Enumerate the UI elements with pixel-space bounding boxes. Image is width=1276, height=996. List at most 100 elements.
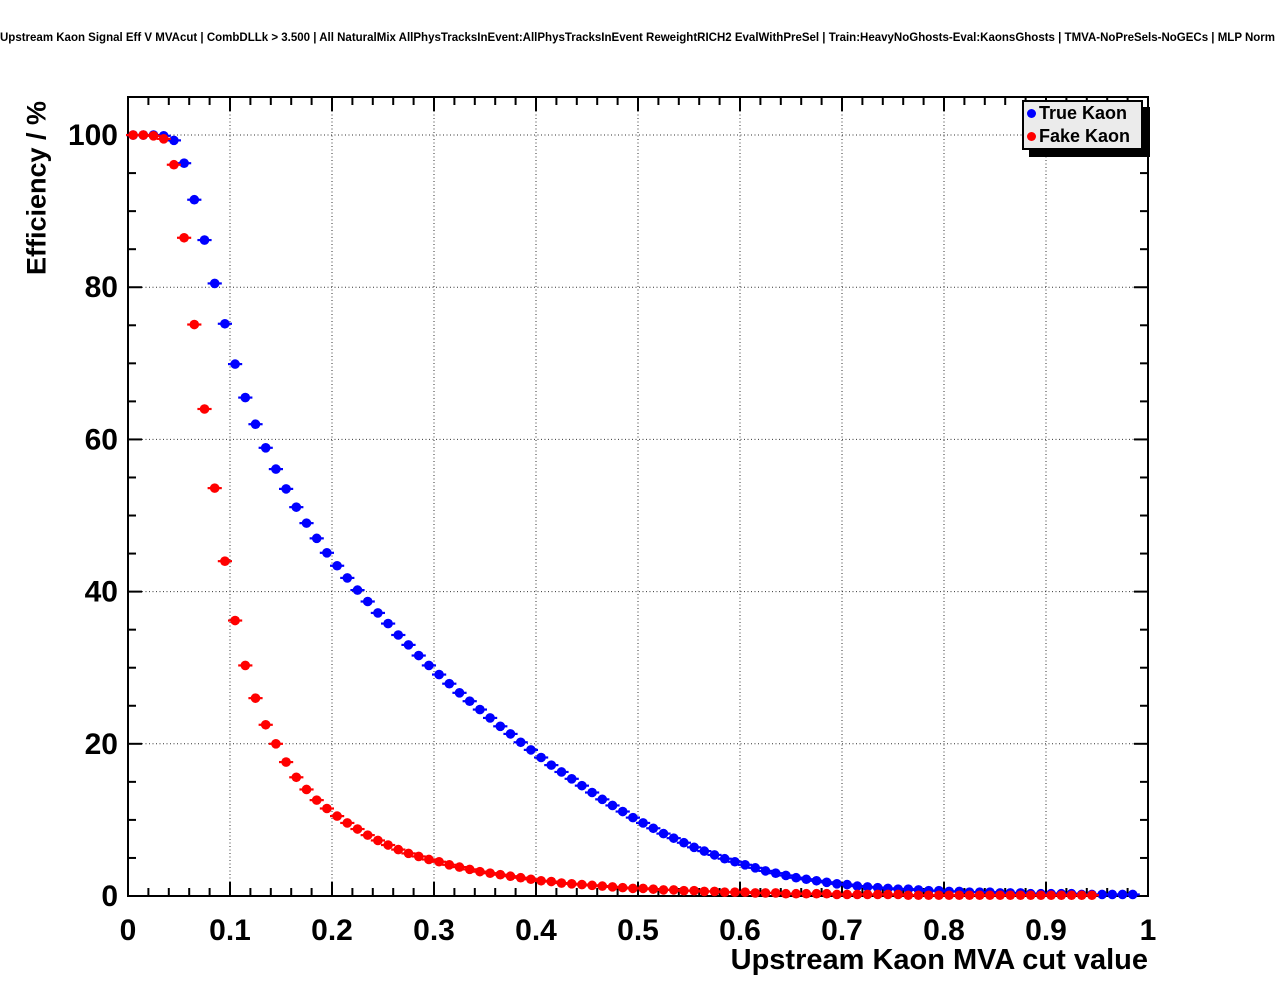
data-point-marker xyxy=(1005,890,1016,901)
data-point-marker xyxy=(719,853,730,864)
data-point-marker xyxy=(199,235,210,245)
data-point-marker xyxy=(260,442,271,453)
data-point-marker xyxy=(985,890,995,901)
data-point-marker xyxy=(668,885,679,895)
data-point-marker xyxy=(342,573,353,583)
x-tick-label: 0.1 xyxy=(209,914,251,947)
x-axis-title: Upstream Kaon MVA cut value xyxy=(730,944,1148,976)
data-point-marker xyxy=(842,889,852,900)
data-point-marker xyxy=(148,131,159,141)
data-point-marker xyxy=(1046,890,1056,901)
data-point-marker xyxy=(220,556,230,566)
data-point-marker xyxy=(546,760,557,770)
data-point-marker xyxy=(230,359,240,369)
data-point-marker xyxy=(199,404,210,414)
series-fake-kaon xyxy=(126,130,1099,901)
data-point-marker xyxy=(454,862,465,872)
legend-entry-fake-kaon: Fake Kaon xyxy=(1024,125,1141,148)
data-point-marker xyxy=(872,889,883,900)
data-point-marker xyxy=(842,879,852,890)
fake-kaon-marker-icon xyxy=(1027,132,1036,141)
data-point-marker xyxy=(1025,890,1036,901)
data-point-marker xyxy=(628,883,638,894)
data-point-marker xyxy=(424,660,434,671)
data-point-marker xyxy=(648,884,659,894)
data-point-marker xyxy=(658,885,669,895)
data-point-marker xyxy=(485,713,495,723)
x-tick-label: 0.7 xyxy=(821,914,863,947)
data-point-marker xyxy=(179,232,189,243)
data-point-marker xyxy=(475,866,485,877)
data-point-marker xyxy=(434,856,444,867)
data-point-marker xyxy=(607,800,618,811)
data-point-marker xyxy=(301,518,312,528)
data-point-marker xyxy=(1076,890,1087,901)
series-true-kaon xyxy=(126,130,1140,900)
data-point-marker xyxy=(250,693,261,703)
data-point-marker xyxy=(373,835,383,846)
data-point-marker xyxy=(291,502,302,512)
data-point-marker xyxy=(230,615,240,626)
data-point-marker xyxy=(332,811,342,821)
data-point-marker xyxy=(801,874,812,885)
data-point-marker xyxy=(281,757,291,767)
data-point-marker xyxy=(781,888,791,899)
data-point-marker xyxy=(526,874,536,885)
data-point-marker xyxy=(699,846,710,856)
data-point-marker xyxy=(740,860,750,870)
data-point-marker xyxy=(1087,890,1097,901)
data-point-marker xyxy=(770,868,781,878)
legend-label-true-kaon: True Kaon xyxy=(1039,103,1128,123)
data-point-marker xyxy=(281,484,291,494)
data-point-marker xyxy=(464,696,475,706)
data-point-marker xyxy=(383,840,393,850)
data-point-marker xyxy=(566,774,577,784)
data-point-marker xyxy=(515,737,526,748)
y-tick-labels: 0 20 40 60 80 100 xyxy=(68,119,118,913)
data-point-marker xyxy=(342,818,353,828)
data-point-marker xyxy=(658,828,669,839)
data-point-marker xyxy=(505,729,516,739)
data-point-marker xyxy=(291,772,302,783)
data-point-marker xyxy=(679,885,689,896)
y-tick-label: 0 xyxy=(101,880,118,913)
data-point-marker xyxy=(1097,889,1107,900)
data-point-marker xyxy=(903,890,914,901)
data-point-marker xyxy=(311,795,322,805)
data-point-marker xyxy=(250,419,261,430)
y-tick-label: 100 xyxy=(68,119,118,152)
data-point-marker xyxy=(801,888,812,899)
data-point-marker xyxy=(434,669,444,680)
data-point-marker xyxy=(413,851,424,862)
data-point-marker xyxy=(617,806,628,817)
data-point-marker xyxy=(556,878,567,888)
data-point-marker xyxy=(1036,890,1046,901)
data-point-marker xyxy=(760,888,771,898)
data-point-marker xyxy=(495,721,506,732)
data-point-marker xyxy=(811,875,822,886)
y-tick-label: 60 xyxy=(85,423,118,456)
data-point-marker xyxy=(638,883,648,894)
y-tick-label: 40 xyxy=(85,576,118,609)
data-point-marker xyxy=(577,780,587,791)
data-point-marker xyxy=(515,872,526,883)
data-point-marker xyxy=(587,787,597,798)
data-point-marker xyxy=(322,803,332,814)
data-point-marker xyxy=(1117,889,1128,900)
data-point-marker xyxy=(383,618,393,629)
data-point-marker xyxy=(260,719,271,730)
data-point-marker xyxy=(240,660,251,671)
data-point-marker xyxy=(332,560,342,571)
data-point-marker xyxy=(791,872,801,883)
data-point-marker xyxy=(607,882,618,892)
data-point-marker xyxy=(1066,890,1077,901)
data-point-marker xyxy=(995,890,1005,901)
data-point-marker xyxy=(209,483,220,493)
data-point-marker xyxy=(944,890,954,901)
data-point-marker xyxy=(424,854,434,865)
data-point-marker xyxy=(821,888,832,899)
data-point-marker xyxy=(770,888,781,898)
data-point-marker xyxy=(760,866,771,876)
